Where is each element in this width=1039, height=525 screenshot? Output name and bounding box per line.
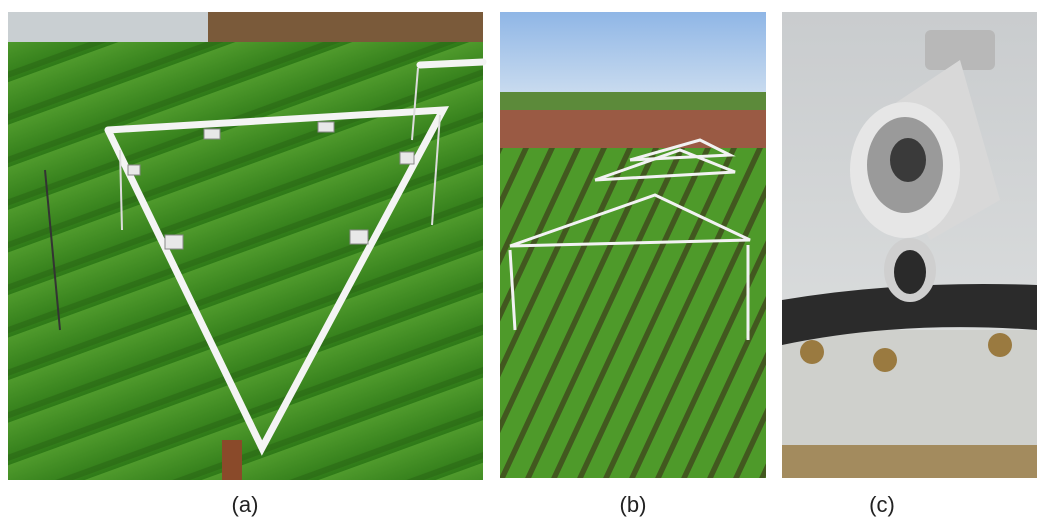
- caption: (a): [232, 492, 259, 517]
- photo-a: [8, 12, 487, 480]
- photo-b: [500, 12, 766, 478]
- photo-c: [782, 12, 1037, 478]
- caption: (b): [620, 492, 647, 517]
- caption: (c): [869, 492, 895, 517]
